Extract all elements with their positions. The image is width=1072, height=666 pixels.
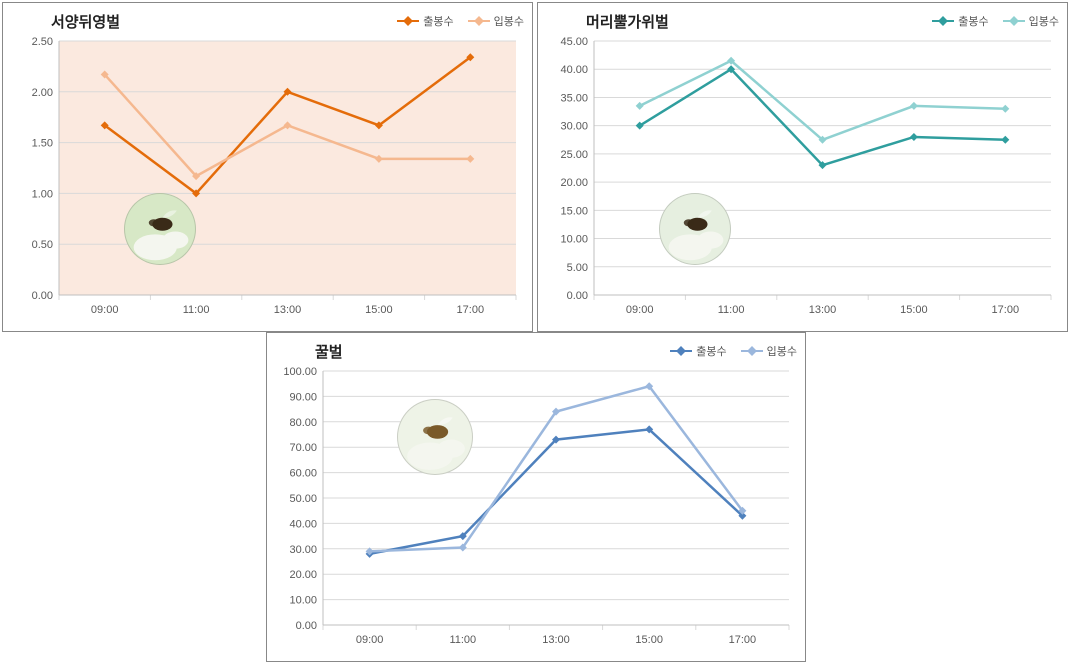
inset-photo-icon: [124, 193, 196, 265]
x-tick-label: 11:00: [183, 304, 210, 316]
legend-item: 출봉수: [932, 13, 988, 29]
legend-label: 출봉수: [696, 343, 726, 359]
x-tick-label: 15:00: [365, 304, 393, 316]
x-tick-label: 11:00: [449, 634, 476, 646]
plot-wrap: 0.00 0.50 1.00 1.50 2.00 2.50 09:00 11:00 13:00 1…: [11, 33, 526, 323]
y-tick-label: 20.00: [289, 569, 317, 581]
y-tick-label: 30.00: [289, 544, 317, 556]
legend-label: 출봉수: [958, 13, 988, 29]
y-tick-label: 1.50: [32, 138, 53, 150]
y-tick-label: 90.00: [289, 391, 317, 403]
y-tick-label: 10.00: [289, 595, 317, 607]
chart-title: 서양뒤영벌: [51, 11, 120, 32]
legend-item: 입봉수: [1003, 13, 1059, 29]
chart3-panel: 꿀벌 출봉수 입봉수 0.00 10.00 20.00 30.00 40.00 50.00…: [266, 332, 806, 662]
x-tick-label: 11:00: [718, 304, 745, 316]
legend-item: 입봉수: [741, 343, 797, 359]
y-tick-label: 2.00: [32, 87, 53, 99]
y-tick-label: 70.00: [289, 442, 317, 454]
y-tick-label: 40.00: [289, 518, 317, 530]
y-tick-label: 0.50: [32, 239, 53, 251]
legend-item: 입봉수: [468, 13, 524, 29]
legend: 출봉수 입봉수: [670, 343, 797, 359]
legend-item: 출봉수: [670, 343, 726, 359]
legend-item: 출봉수: [397, 13, 453, 29]
plot-area: 0.00 0.50 1.00 1.50 2.00 2.50 09:00 11:00 13:00 1…: [11, 33, 526, 323]
y-tick-label: 1.00: [32, 188, 53, 200]
y-tick-label: 35.00: [560, 92, 588, 104]
y-tick-label: 0.00: [32, 290, 53, 302]
y-tick-label: 0.00: [567, 290, 588, 302]
y-tick-label: 15.00: [560, 205, 588, 217]
chart-header: 서양뒤영벌 출봉수 입봉수: [11, 9, 524, 33]
x-tick-label: 17:00: [457, 304, 485, 316]
y-tick-label: 30.00: [560, 121, 588, 133]
chart-title: 머리뿔가위벌: [586, 11, 669, 32]
y-tick-label: 20.00: [560, 177, 588, 189]
legend: 출봉수 입봉수: [397, 13, 524, 29]
y-tick-label: 10.00: [560, 234, 588, 246]
x-tick-label: 13:00: [274, 304, 302, 316]
legend-label: 입봉수: [767, 343, 797, 359]
chart1-panel: 서양뒤영벌 출봉수 입봉수 0.00 0.50 1.00 1.50 2.00 2.50 09…: [2, 2, 533, 332]
x-tick-label: 13:00: [809, 304, 837, 316]
inset-photo-icon: [659, 193, 731, 265]
plot-wrap: 0.00 5.00 10.00 15.00 20.00 25.00 30.00 35.00 40…: [546, 33, 1061, 323]
plot-area: 0.00 10.00 20.00 30.00 40.00 50.00 60.00 70.00 8…: [275, 363, 799, 653]
y-tick-label: 50.00: [289, 493, 317, 505]
y-tick-label: 25.00: [560, 149, 588, 161]
y-tick-label: 80.00: [289, 417, 317, 429]
y-tick-label: 0.00: [296, 620, 317, 632]
x-tick-label: 09:00: [626, 304, 654, 316]
chart2-panel: 머리뿔가위벌 출봉수 입봉수 0.00 5.00 10.00 15.00 20.00 25…: [537, 2, 1068, 332]
x-tick-label: 09:00: [91, 304, 119, 316]
y-tick-label: 60.00: [289, 468, 317, 480]
y-tick-label: 40.00: [560, 64, 588, 76]
plot-area: 0.00 5.00 10.00 15.00 20.00 25.00 30.00 35.00 40…: [546, 33, 1061, 323]
x-tick-label: 15:00: [900, 304, 928, 316]
x-tick-label: 17:00: [729, 634, 757, 646]
chart-title: 꿀벌: [315, 341, 343, 362]
x-tick-label: 13:00: [542, 634, 570, 646]
y-tick-label: 5.00: [567, 262, 588, 274]
y-tick-label: 100.00: [283, 366, 317, 378]
x-tick-label: 17:00: [992, 304, 1020, 316]
x-tick-label: 15:00: [635, 634, 663, 646]
x-tick-label: 09:00: [356, 634, 384, 646]
legend-label: 입봉수: [1029, 13, 1059, 29]
chart-header: 꿀벌 출봉수 입봉수: [275, 339, 797, 363]
legend: 출봉수 입봉수: [932, 13, 1059, 29]
inset-photo-icon: [397, 399, 473, 475]
y-tick-label: 2.50: [32, 36, 53, 48]
legend-label: 출봉수: [423, 13, 453, 29]
chart-header: 머리뿔가위벌 출봉수 입봉수: [546, 9, 1059, 33]
plot-wrap: 0.00 10.00 20.00 30.00 40.00 50.00 60.00 70.00 8…: [275, 363, 799, 653]
legend-label: 입봉수: [494, 13, 524, 29]
y-tick-label: 45.00: [560, 36, 588, 48]
